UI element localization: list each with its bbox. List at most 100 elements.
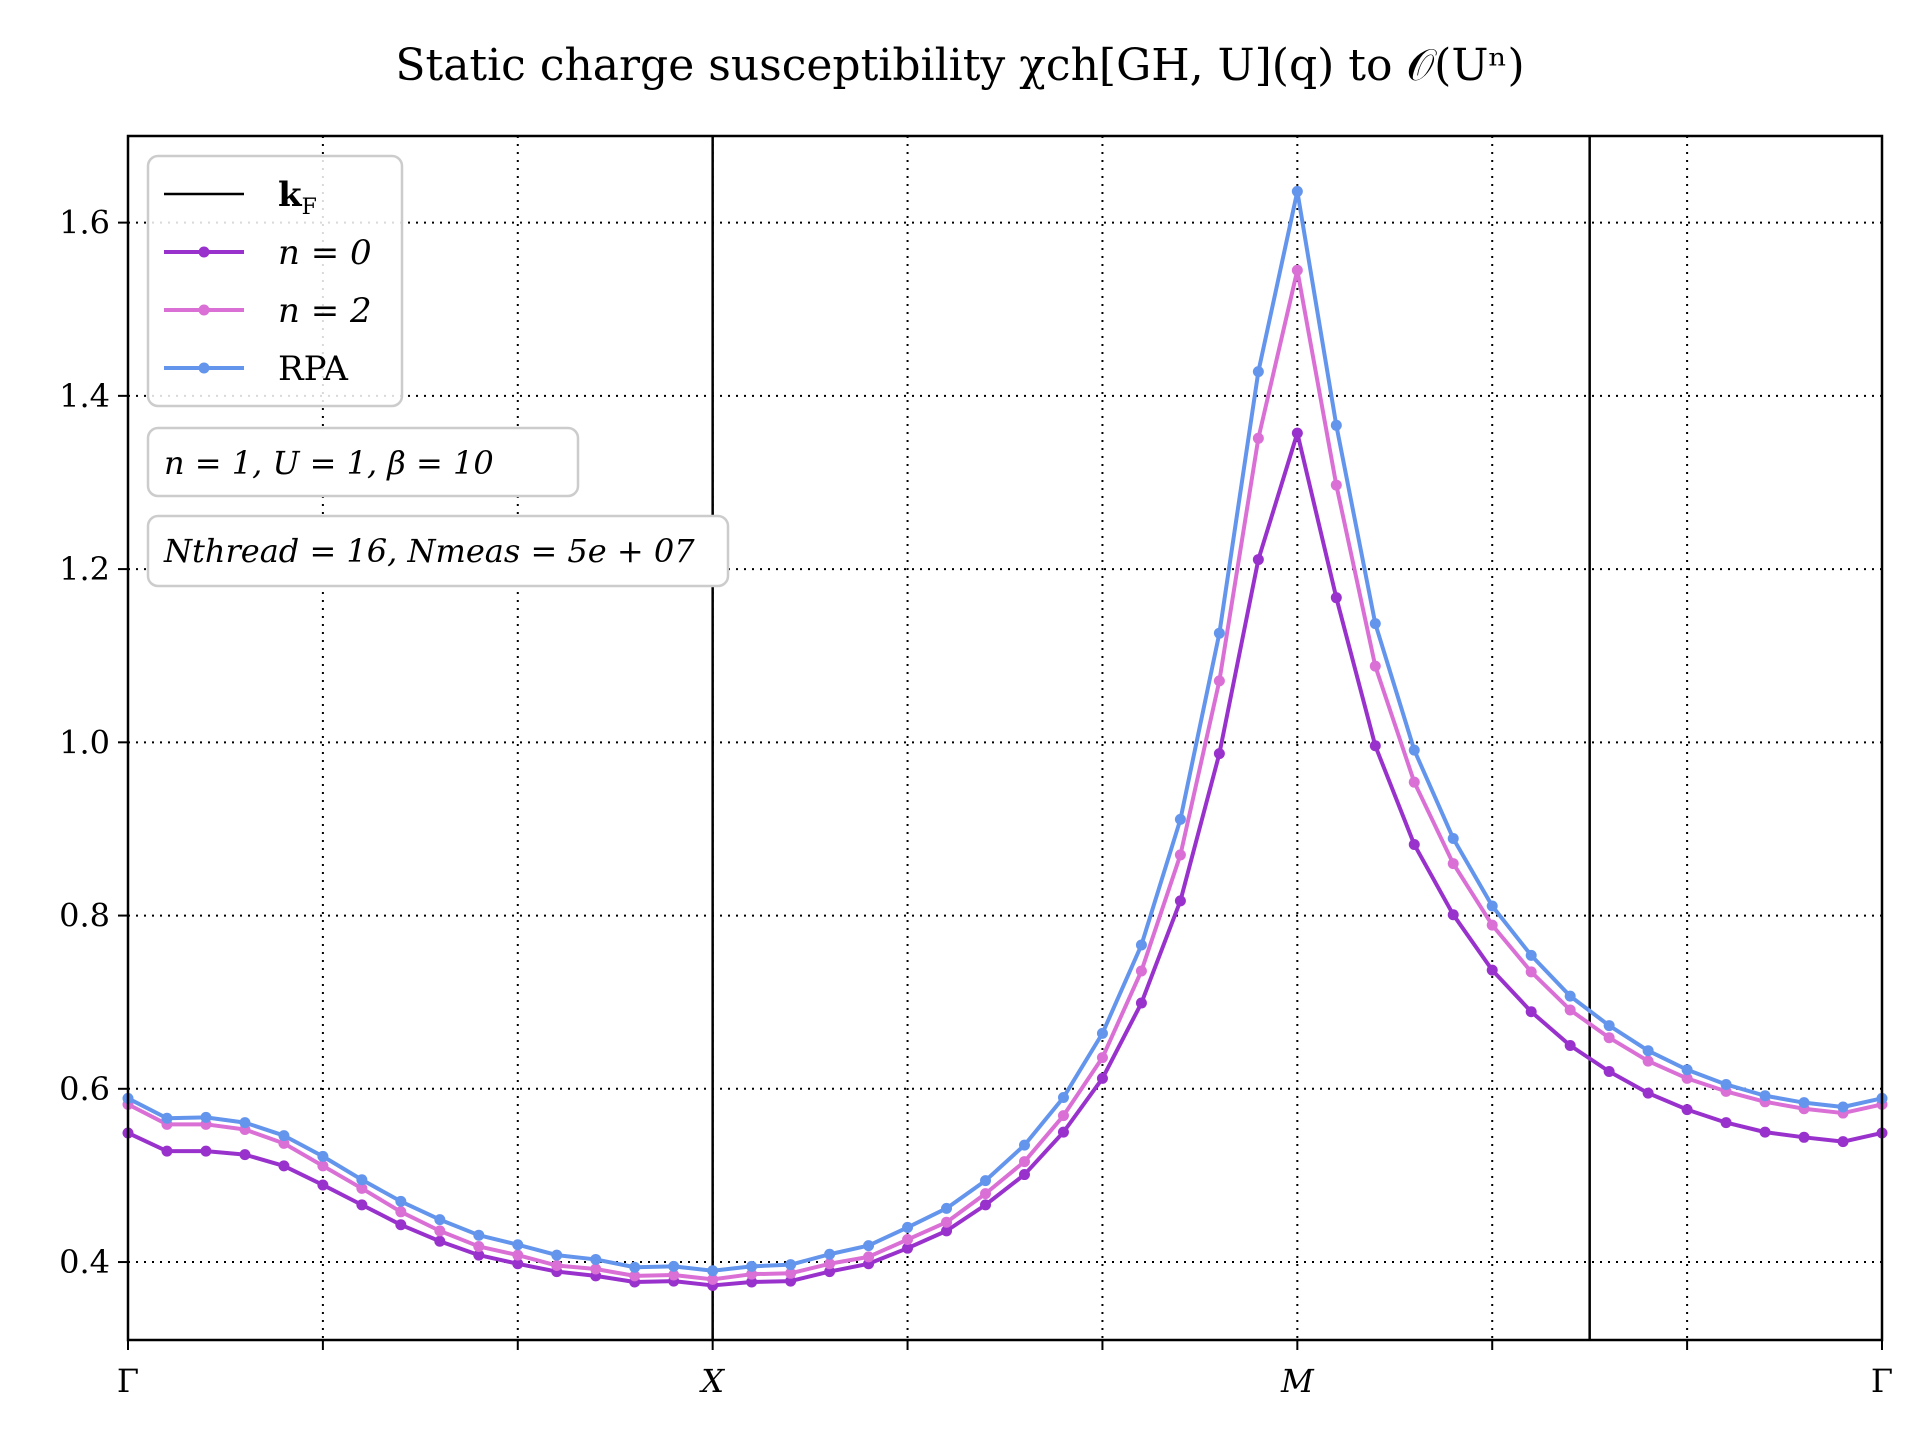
plot-frame [126,134,1884,1342]
data-point [1486,919,1498,931]
data-point [629,1261,641,1273]
y-tick-label: 0.4 [59,1243,110,1281]
data-point [434,1225,446,1237]
data-point [1252,554,1264,566]
data-point [590,1263,602,1275]
data-point [356,1182,368,1194]
data-point [980,1175,992,1187]
data-point [512,1249,524,1261]
data-point [590,1253,602,1265]
data-point [512,1239,524,1251]
data-point [1252,366,1264,378]
data-point [980,1199,992,1211]
data-point [902,1242,914,1254]
data-point [1408,744,1420,756]
data-point [863,1251,875,1263]
data-point [278,1160,290,1172]
data-point [356,1199,368,1211]
data-point [668,1269,680,1281]
data-point [1681,1072,1693,1084]
data-point [1408,839,1420,851]
data-point [941,1216,953,1228]
data-point [434,1214,446,1226]
data-point [473,1229,485,1241]
data-point [1135,997,1147,1009]
data-point [941,1202,953,1214]
y-tick-label: 1.6 [59,204,110,242]
data-point [785,1259,797,1271]
data-point [1135,939,1147,951]
data-point [1603,1020,1615,1032]
data-point [278,1130,290,1142]
data-point [1057,1110,1069,1122]
data-point [1213,748,1225,760]
data-point [395,1206,407,1218]
data-point [1759,1090,1771,1102]
data-point [1096,1027,1108,1039]
series-n=0 [122,427,1888,1291]
y-tick-label: 1.4 [59,377,110,415]
data-point [1369,660,1381,672]
data-point [1174,813,1186,825]
data-point [395,1219,407,1231]
series-line [127,268,1883,1282]
data-point [1291,427,1303,439]
data-point [1369,740,1381,752]
kf-lines [711,136,1591,1340]
data-point [1837,1136,1849,1148]
y-tick-label: 1.2 [59,550,110,588]
data-point [1213,627,1225,639]
data-point [1525,949,1537,961]
y-tick-label: 0.6 [59,1070,110,1108]
data-point [278,1137,290,1149]
series-RPA [122,185,1888,1277]
data-point [1330,479,1342,491]
sim-text: Nthread = 16, Nmeas = 5e + 07 [163,532,695,570]
data-point [1798,1097,1810,1109]
ticks-layer: 0.4 0.6 0.8 1.0 1.2 1.4 1.6 Γ X M Γ [59,204,1893,1400]
data-point [1291,264,1303,276]
data-point [395,1195,407,1207]
data-point [1525,1006,1537,1018]
sim-box [146,514,730,588]
data-point [941,1225,953,1237]
data-point [356,1174,368,1186]
data-point [980,1188,992,1200]
legend-label: n = 0 [278,233,372,273]
data-point [1408,776,1420,788]
data-point [785,1267,797,1279]
data-point [1564,1004,1576,1016]
data-point [863,1240,875,1252]
data-point [1252,432,1264,444]
y-tick-label: 0.8 [59,897,110,935]
legend-box [146,154,404,408]
data-point [1291,185,1303,197]
data-point [1486,964,1498,976]
data-point [629,1270,641,1282]
data-point [1603,1065,1615,1077]
data-point [1720,1078,1732,1090]
data-point [551,1260,563,1272]
data-point [1798,1131,1810,1143]
data-point [824,1248,836,1260]
data-point [668,1260,680,1272]
data-point [1330,419,1342,431]
data-point [1369,618,1381,630]
data-point [1564,990,1576,1002]
data-point [1447,909,1459,921]
data-point [1564,1039,1576,1051]
x-tick-label: Γ [1871,1362,1893,1400]
data-point [434,1235,446,1247]
data-point [785,1275,797,1287]
data-point [746,1260,758,1272]
data-point [1447,858,1459,870]
data-point [1018,1139,1030,1151]
data-point [1174,849,1186,861]
x-tick-label: Γ [117,1362,139,1400]
params-text: n = 1, U = 1, β = 10 [164,444,494,482]
x-tick-label: M [1280,1362,1315,1400]
data-point [1096,1052,1108,1064]
data-point [1057,1126,1069,1138]
